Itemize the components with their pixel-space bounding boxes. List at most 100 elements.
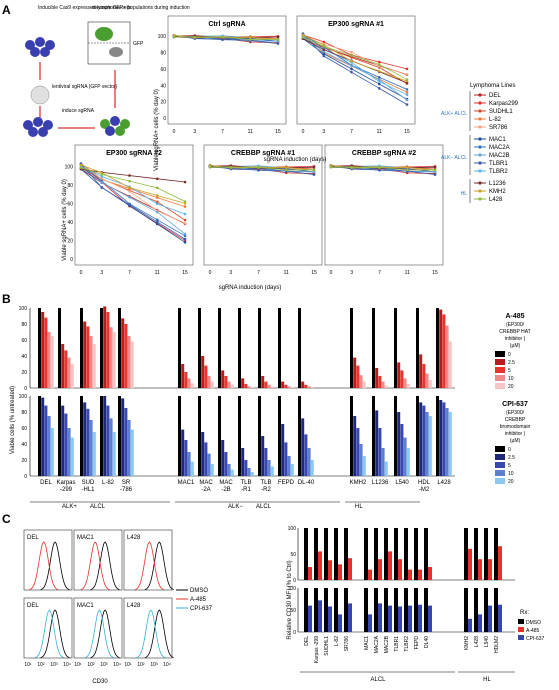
panel-label-b: B bbox=[2, 292, 11, 306]
x-tick-label: 7 bbox=[350, 129, 353, 135]
x-tick-label: 11 bbox=[405, 270, 410, 276]
legend-b-dose: 5 bbox=[508, 368, 511, 374]
histo-x-tick: 10³ bbox=[150, 662, 158, 668]
bar bbox=[264, 381, 268, 388]
bar bbox=[359, 375, 363, 388]
schematic-induce-label: induce sgRNA bbox=[62, 108, 95, 114]
data-point bbox=[433, 170, 437, 174]
legend-b-sub: bromodomain bbox=[500, 424, 531, 430]
bar bbox=[224, 452, 228, 476]
bar bbox=[381, 448, 385, 476]
histo-x-tick: 10¹ bbox=[74, 662, 82, 668]
mfi-bar bbox=[494, 588, 498, 632]
legend-group-label: ALK+ ALCL bbox=[441, 111, 467, 117]
x-tick-label: 3 bbox=[100, 270, 103, 276]
bar bbox=[121, 398, 125, 476]
legend-item-label: TLBR1 bbox=[489, 161, 508, 167]
histo-curve bbox=[84, 609, 114, 658]
bar bbox=[218, 396, 221, 476]
bar bbox=[425, 412, 429, 476]
legend-marker bbox=[478, 117, 482, 121]
group-hl: HL bbox=[355, 504, 363, 510]
cell-cluster-blue-icon bbox=[23, 117, 53, 137]
bar bbox=[400, 370, 404, 388]
data-point bbox=[350, 54, 353, 57]
bar bbox=[67, 357, 71, 388]
mfi-bar bbox=[344, 528, 348, 580]
bar bbox=[258, 308, 261, 388]
y-tick-label: 40 bbox=[160, 83, 166, 89]
data-point bbox=[405, 98, 409, 102]
data-point bbox=[301, 36, 305, 39]
bar bbox=[210, 381, 214, 388]
bar bbox=[353, 416, 357, 476]
cell-line-label: -R1 bbox=[241, 487, 251, 493]
mfi-bar bbox=[328, 606, 332, 632]
histo-curve bbox=[134, 541, 164, 590]
histo-curve bbox=[90, 541, 120, 590]
bar bbox=[124, 324, 128, 388]
x-tick-label: 0 bbox=[173, 129, 176, 135]
legend-b-title: CPI-637 bbox=[502, 401, 528, 408]
legend-b-swatch bbox=[495, 351, 505, 357]
histo-label: DEL bbox=[27, 535, 39, 541]
data-point bbox=[276, 42, 280, 45]
legend-b-unit: (μM) bbox=[510, 343, 521, 349]
data-point bbox=[284, 168, 288, 172]
y-tick-label: 80 bbox=[160, 51, 166, 57]
mfi-bar bbox=[394, 528, 398, 580]
cell-line-label: -R2 bbox=[261, 487, 271, 493]
mfi-bar bbox=[314, 528, 318, 580]
bar bbox=[290, 387, 294, 388]
bar bbox=[448, 341, 452, 388]
data-point bbox=[312, 165, 316, 169]
y-tick-label: 80 bbox=[21, 410, 27, 416]
data-point bbox=[350, 67, 353, 71]
data-point bbox=[257, 168, 260, 172]
mfi-bar bbox=[468, 618, 472, 632]
data-point bbox=[312, 173, 316, 176]
histo-curve bbox=[80, 541, 110, 590]
bar bbox=[227, 381, 231, 388]
histo-curve bbox=[90, 609, 120, 658]
legend-group-label: HL bbox=[461, 191, 468, 197]
bar bbox=[230, 384, 234, 388]
mfi-bar bbox=[304, 588, 308, 632]
bar bbox=[353, 357, 357, 388]
legend-group-label: ALK− ALCL bbox=[441, 155, 467, 161]
histo-x-tick: 10¹ bbox=[124, 662, 132, 668]
x-tick-label: 0 bbox=[209, 270, 212, 276]
bar bbox=[250, 387, 254, 388]
histo-legend: DMSO A-485 CPI-637 bbox=[176, 588, 213, 612]
mfi-bar bbox=[498, 604, 502, 632]
bar bbox=[184, 372, 188, 388]
y-tick-label: 60 bbox=[21, 338, 27, 344]
bar bbox=[350, 396, 353, 476]
mfi-bar bbox=[478, 614, 482, 632]
data-point bbox=[79, 163, 83, 167]
legend-b-sub: inhibitor ) bbox=[505, 336, 526, 342]
bar bbox=[230, 469, 234, 476]
data-point bbox=[405, 67, 409, 71]
bar bbox=[178, 308, 181, 388]
mfi-y-tick: 100 bbox=[288, 526, 297, 532]
x-tick-label: 7 bbox=[257, 270, 260, 276]
data-point bbox=[208, 165, 212, 169]
bar bbox=[442, 314, 446, 388]
legend-b-swatch bbox=[495, 446, 505, 452]
data-point bbox=[350, 165, 354, 169]
bar bbox=[406, 384, 410, 388]
histo-x-tick: 10³ bbox=[100, 662, 108, 668]
x-tick-label: 15 bbox=[275, 129, 281, 135]
plot-frame bbox=[296, 15, 416, 125]
mfi-bar bbox=[348, 603, 352, 632]
bar bbox=[301, 381, 305, 388]
bar bbox=[428, 416, 432, 476]
data-point bbox=[128, 174, 131, 177]
legend-b-swatch bbox=[495, 375, 505, 381]
bar bbox=[41, 312, 45, 388]
mfi-bar bbox=[328, 560, 332, 580]
data-point bbox=[322, 40, 326, 44]
bar bbox=[70, 437, 74, 476]
